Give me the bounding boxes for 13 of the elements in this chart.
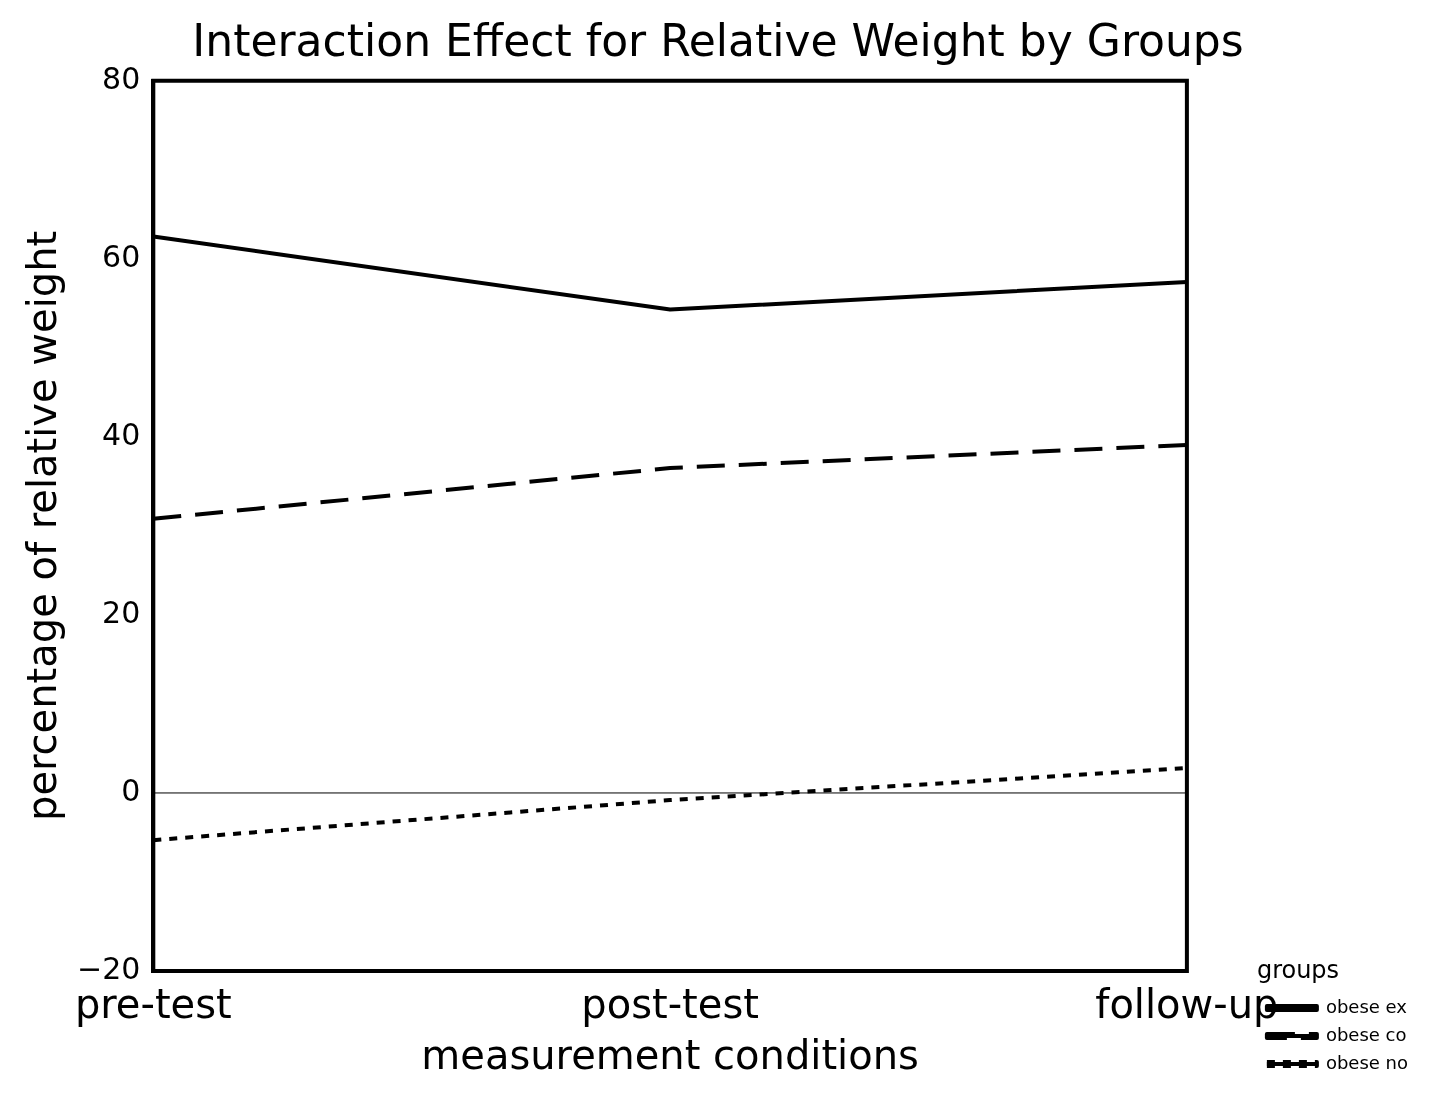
- y-tick-label: 60: [102, 238, 141, 274]
- y-tick-label: 0: [121, 772, 141, 808]
- y-tick-label: 40: [102, 416, 141, 452]
- x-axis-title: measurement conditions: [421, 1032, 919, 1079]
- x-tick-label: post-test: [581, 981, 759, 1028]
- legend-title: groups: [1256, 956, 1340, 985]
- chart-title: Interaction Effect for Relative Weight by Groups: [192, 14, 1244, 66]
- legend-label: obese co: [1325, 1023, 1407, 1045]
- legend-label: obese ex: [1325, 995, 1408, 1017]
- y-tick-label: 80: [102, 60, 141, 96]
- legend-label: obese no: [1325, 1051, 1408, 1073]
- y-axis-title: percentage of relative weight: [19, 230, 66, 821]
- y-tick-label: 20: [102, 594, 141, 630]
